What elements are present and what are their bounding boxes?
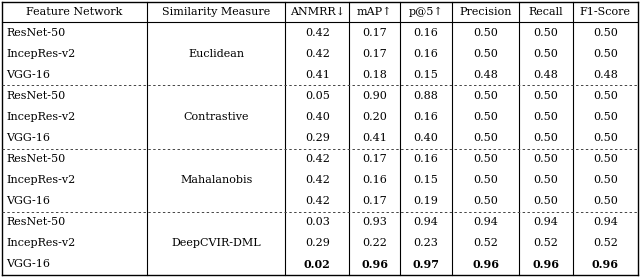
- Text: 0.50: 0.50: [593, 49, 618, 59]
- Text: ResNet-50: ResNet-50: [6, 27, 65, 38]
- Text: 0.42: 0.42: [305, 27, 330, 38]
- Text: Recall: Recall: [529, 7, 563, 17]
- Text: 0.50: 0.50: [533, 91, 558, 101]
- Text: 0.50: 0.50: [473, 112, 498, 122]
- Text: 0.42: 0.42: [305, 175, 330, 185]
- Text: IncepRes-v2: IncepRes-v2: [6, 175, 76, 185]
- Text: DeepCVIR-DML: DeepCVIR-DML: [172, 238, 261, 248]
- Text: mAP↑: mAP↑: [357, 7, 392, 17]
- Text: 0.16: 0.16: [413, 27, 438, 38]
- Text: 0.50: 0.50: [473, 154, 498, 164]
- Text: 0.17: 0.17: [362, 154, 387, 164]
- Text: 0.02: 0.02: [304, 259, 331, 270]
- Text: 0.42: 0.42: [305, 196, 330, 206]
- Text: 0.50: 0.50: [473, 91, 498, 101]
- Text: 0.50: 0.50: [593, 133, 618, 143]
- Text: 0.22: 0.22: [362, 238, 387, 248]
- Text: 0.48: 0.48: [473, 70, 498, 80]
- Text: ANMRR↓: ANMRR↓: [290, 7, 345, 17]
- Text: 0.50: 0.50: [533, 112, 558, 122]
- Text: 0.96: 0.96: [592, 259, 619, 270]
- Text: 0.18: 0.18: [362, 70, 387, 80]
- Text: 0.96: 0.96: [361, 259, 388, 270]
- Text: 0.48: 0.48: [593, 70, 618, 80]
- Text: 0.40: 0.40: [305, 112, 330, 122]
- Text: 0.42: 0.42: [305, 154, 330, 164]
- Text: IncepRes-v2: IncepRes-v2: [6, 238, 76, 248]
- Text: 0.15: 0.15: [413, 175, 438, 185]
- Text: 0.90: 0.90: [362, 91, 387, 101]
- Text: 0.96: 0.96: [532, 259, 559, 270]
- Text: 0.15: 0.15: [413, 70, 438, 80]
- Text: F1-Score: F1-Score: [580, 7, 631, 17]
- Text: 0.19: 0.19: [413, 196, 438, 206]
- Text: 0.94: 0.94: [533, 217, 558, 227]
- Text: 0.50: 0.50: [533, 27, 558, 38]
- Text: 0.97: 0.97: [413, 259, 440, 270]
- Text: 0.16: 0.16: [413, 154, 438, 164]
- Text: 0.94: 0.94: [473, 217, 498, 227]
- Text: IncepRes-v2: IncepRes-v2: [6, 112, 76, 122]
- Text: 0.50: 0.50: [533, 133, 558, 143]
- Text: 0.50: 0.50: [593, 27, 618, 38]
- Text: 0.94: 0.94: [593, 217, 618, 227]
- Text: 0.52: 0.52: [533, 238, 558, 248]
- Text: 0.05: 0.05: [305, 91, 330, 101]
- Text: 0.03: 0.03: [305, 217, 330, 227]
- Text: 0.41: 0.41: [362, 133, 387, 143]
- Text: VGG-16: VGG-16: [6, 70, 50, 80]
- Text: Euclidean: Euclidean: [188, 49, 244, 59]
- Text: 0.16: 0.16: [413, 112, 438, 122]
- Text: 0.41: 0.41: [305, 70, 330, 80]
- Text: ResNet-50: ResNet-50: [6, 91, 65, 101]
- Text: 0.50: 0.50: [533, 196, 558, 206]
- Text: 0.50: 0.50: [593, 175, 618, 185]
- Text: 0.50: 0.50: [473, 196, 498, 206]
- Text: ResNet-50: ResNet-50: [6, 154, 65, 164]
- Text: 0.16: 0.16: [362, 175, 387, 185]
- Text: ResNet-50: ResNet-50: [6, 217, 65, 227]
- Text: 0.29: 0.29: [305, 133, 330, 143]
- Text: VGG-16: VGG-16: [6, 260, 50, 270]
- Text: 0.50: 0.50: [473, 49, 498, 59]
- Text: 0.16: 0.16: [413, 49, 438, 59]
- Text: 0.94: 0.94: [413, 217, 438, 227]
- Text: 0.50: 0.50: [533, 175, 558, 185]
- Text: 0.42: 0.42: [305, 49, 330, 59]
- Text: 0.50: 0.50: [473, 27, 498, 38]
- Text: 0.52: 0.52: [473, 238, 498, 248]
- Text: 0.20: 0.20: [362, 112, 387, 122]
- Text: 0.50: 0.50: [533, 49, 558, 59]
- Text: 0.17: 0.17: [362, 49, 387, 59]
- Text: Precision: Precision: [460, 7, 512, 17]
- Text: 0.93: 0.93: [362, 217, 387, 227]
- Text: 0.50: 0.50: [593, 196, 618, 206]
- Text: 0.88: 0.88: [413, 91, 438, 101]
- Text: 0.50: 0.50: [593, 112, 618, 122]
- Text: Mahalanobis: Mahalanobis: [180, 175, 252, 185]
- Text: 0.23: 0.23: [413, 238, 438, 248]
- Text: VGG-16: VGG-16: [6, 196, 50, 206]
- Text: 0.50: 0.50: [593, 154, 618, 164]
- Text: 0.17: 0.17: [362, 27, 387, 38]
- Text: Similarity Measure: Similarity Measure: [162, 7, 270, 17]
- Text: Feature Network: Feature Network: [26, 7, 123, 17]
- Text: 0.50: 0.50: [473, 175, 498, 185]
- Text: IncepRes-v2: IncepRes-v2: [6, 49, 76, 59]
- Text: 0.29: 0.29: [305, 238, 330, 248]
- Text: VGG-16: VGG-16: [6, 133, 50, 143]
- Text: 0.40: 0.40: [413, 133, 438, 143]
- Text: 0.50: 0.50: [533, 154, 558, 164]
- Text: 0.96: 0.96: [472, 259, 499, 270]
- Text: 0.48: 0.48: [533, 70, 558, 80]
- Text: p@5↑: p@5↑: [409, 7, 444, 17]
- Text: 0.52: 0.52: [593, 238, 618, 248]
- Text: Contrastive: Contrastive: [184, 112, 249, 122]
- Text: 0.50: 0.50: [473, 133, 498, 143]
- Text: 0.50: 0.50: [593, 91, 618, 101]
- Text: 0.17: 0.17: [362, 196, 387, 206]
